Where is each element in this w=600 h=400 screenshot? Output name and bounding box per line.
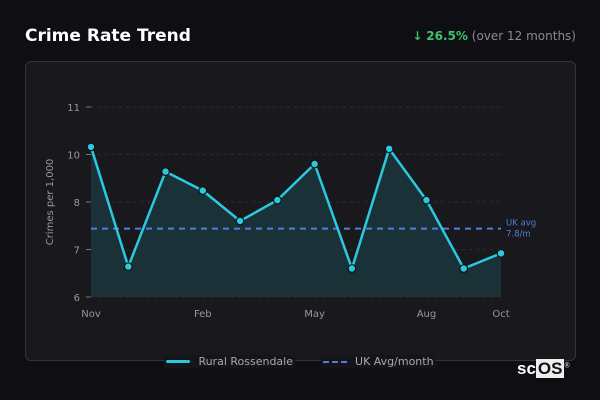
down-arrow-icon: ↓ [412, 29, 423, 43]
legend-label: UK Avg/month [355, 355, 434, 368]
legend: Rural Rossendale UK Avg/month [0, 355, 600, 368]
legend-item-uk-avg[interactable]: UK Avg/month [321, 355, 436, 368]
uk-avg-label: UK avg [506, 219, 536, 229]
x-tick-label: Aug [417, 309, 437, 320]
scos-logo: sc OS ® [517, 359, 570, 378]
y-tick-label: 6 [74, 293, 80, 304]
y-axis-label: Crimes per 1,000 [45, 159, 56, 246]
y-tick-label: 8 [74, 198, 80, 209]
data-point [310, 159, 320, 169]
x-tick-label: May [304, 309, 325, 320]
area-fill [91, 146, 501, 297]
data-point [198, 186, 208, 196]
change-percent: 26.5% [426, 29, 468, 43]
x-tick-label: Oct [492, 309, 509, 320]
y-tick-label: 11 [67, 103, 80, 114]
legend-item-series[interactable]: Rural Rossendale [164, 355, 296, 368]
y-tick-label: 10 [67, 151, 80, 162]
legend-label: Rural Rossendale [198, 355, 294, 368]
data-point [235, 216, 245, 226]
change-summary: ↓ 26.5% (over 12 months) [412, 29, 576, 43]
x-tick-label: Feb [194, 309, 212, 320]
data-point [422, 195, 431, 205]
series-line [89, 146, 502, 270]
data-point [161, 167, 170, 177]
data-point [123, 262, 133, 272]
data-point [347, 264, 357, 273]
data-point [496, 248, 506, 258]
data-point [459, 264, 469, 273]
data-point [384, 144, 394, 154]
data-point [272, 195, 282, 205]
uk-avg-value: 7.8/m [506, 230, 531, 240]
legend-swatch-dashed [323, 360, 348, 363]
page-title: Crime Rate Trend [25, 26, 191, 46]
x-tick-label: Nov [81, 309, 101, 320]
change-note: (over 12 months) [471, 29, 576, 43]
y-tick-label: 7 [74, 246, 80, 257]
legend-swatch-solid [166, 360, 191, 363]
data-point [86, 142, 96, 152]
